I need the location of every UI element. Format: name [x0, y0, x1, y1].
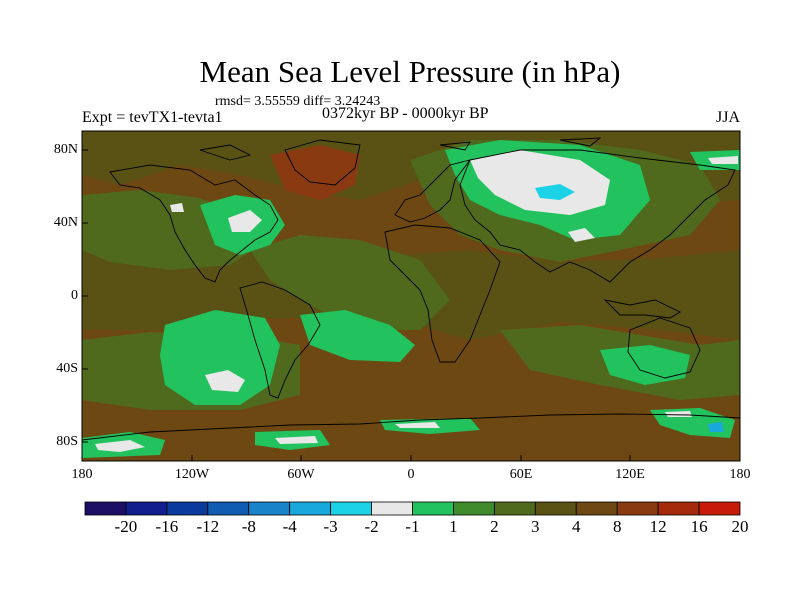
- colorbar-label-9: 2: [490, 517, 499, 536]
- field-white-alaska: [170, 203, 184, 212]
- field-white-antarctic3: [395, 422, 440, 428]
- colorbar-label-6: -2: [364, 517, 379, 536]
- colorbar-label-0: -20: [114, 517, 138, 536]
- coast-australia: [627, 317, 701, 379]
- colorbar-label-4: -4: [282, 517, 297, 536]
- colorbar-swatch-11: [534, 501, 577, 516]
- period-label: 0372kyr BP - 0000kyr BP: [322, 105, 489, 122]
- lat-label-0: 0: [71, 288, 78, 303]
- colorbar-label-2: -12: [196, 517, 220, 536]
- colorbar-label-14: 16: [690, 517, 708, 536]
- colorbar-swatch-0: [84, 501, 127, 516]
- colorbar-label-1: -16: [155, 517, 179, 536]
- field-bright-pacific: [160, 310, 280, 405]
- lon-label-120w: 120W: [174, 467, 210, 482]
- colorbar-swatch-10: [493, 501, 536, 516]
- colorbar-label-13: 12: [649, 517, 667, 536]
- colorbar-swatch-15: [698, 501, 741, 516]
- field-cyan-antarctic: [708, 422, 724, 432]
- colorbar-label-15: 20: [731, 517, 749, 536]
- colorbar-swatch-1: [125, 501, 168, 516]
- lon-ticks: [81, 455, 741, 461]
- field-high-greenland: [270, 145, 360, 200]
- lon-label-0: 0: [407, 467, 415, 482]
- colorbar-swatch-3: [207, 501, 250, 516]
- field-bright-satlantic: [300, 310, 415, 362]
- coast-greenland: [284, 139, 361, 186]
- colorbar-label-12: 8: [612, 517, 622, 536]
- coast-asia: [459, 149, 736, 283]
- coast-europe: [394, 159, 472, 223]
- lat-label-80s: 80S: [56, 434, 78, 449]
- coast-indonesia: [603, 299, 681, 319]
- field-white-arctic-e: [708, 156, 738, 164]
- coast-arctic-islands: [199, 137, 602, 161]
- field-cyan-siberia: [535, 184, 575, 200]
- colorbar-label-11: 4: [572, 517, 581, 536]
- colorbar: [84, 501, 741, 516]
- colorbar-swatch-4: [248, 501, 291, 516]
- colorbar-swatch-12: [575, 501, 618, 516]
- colorbar-swatch-14: [657, 501, 700, 516]
- field-white-mongolia: [568, 228, 595, 242]
- field-white-antarctic2: [275, 436, 318, 444]
- lat-label-40n: 40N: [53, 215, 78, 230]
- map-frame: [81, 130, 741, 462]
- colorbar-label-5: -3: [323, 517, 338, 536]
- lat-ticks: [82, 149, 88, 443]
- colorbar-swatch-7: [371, 501, 413, 516]
- colorbar-label-8: 1: [449, 517, 458, 536]
- colorbar-swatch-9: [453, 501, 495, 516]
- field-white-spacific: [205, 370, 245, 392]
- coast-antarctica: [82, 413, 740, 441]
- colorbar-swatch-5: [289, 501, 332, 516]
- coast-south-america: [239, 281, 321, 399]
- lon-label-60w: 60W: [287, 467, 315, 482]
- field-white-namerica: [228, 210, 262, 232]
- pressure-field: [82, 131, 740, 461]
- colorbar-swatch-2: [166, 501, 209, 516]
- lat-label-40s: 40S: [56, 361, 78, 376]
- colorbar-swatch-6: [330, 501, 372, 516]
- field-white-antarctic1: [95, 440, 145, 452]
- season-label: JJA: [716, 109, 741, 126]
- field-white-antarctic4: [665, 411, 692, 417]
- lon-label-60e: 60E: [509, 467, 533, 482]
- coastlines: [82, 137, 740, 441]
- colorbar-label-7: -1: [405, 517, 420, 536]
- field-white-siberia: [470, 150, 610, 215]
- lon-label-180e: 180: [729, 467, 751, 482]
- field-green-atlantic: [250, 235, 450, 330]
- lat-label-80n: 80N: [53, 142, 78, 157]
- stats-text: rmsd= 3.55559 diff= 3.24243: [215, 94, 381, 109]
- colorbar-swatch-13: [616, 501, 659, 516]
- lon-label-120e: 120E: [615, 467, 645, 482]
- colorbar-label-3: -8: [241, 517, 256, 536]
- colorbar-label-10: 3: [531, 517, 540, 536]
- field-bright-indian: [600, 345, 690, 385]
- colorbar-swatch-8: [412, 501, 454, 516]
- lon-label-180w: 180: [71, 467, 93, 482]
- chart-title: Mean Sea Level Pressure (in hPa): [199, 54, 621, 89]
- coast-north-america: [109, 164, 279, 283]
- experiment-label: Expt = tevTX1-tevta1: [82, 109, 223, 126]
- coast-africa: [384, 224, 501, 363]
